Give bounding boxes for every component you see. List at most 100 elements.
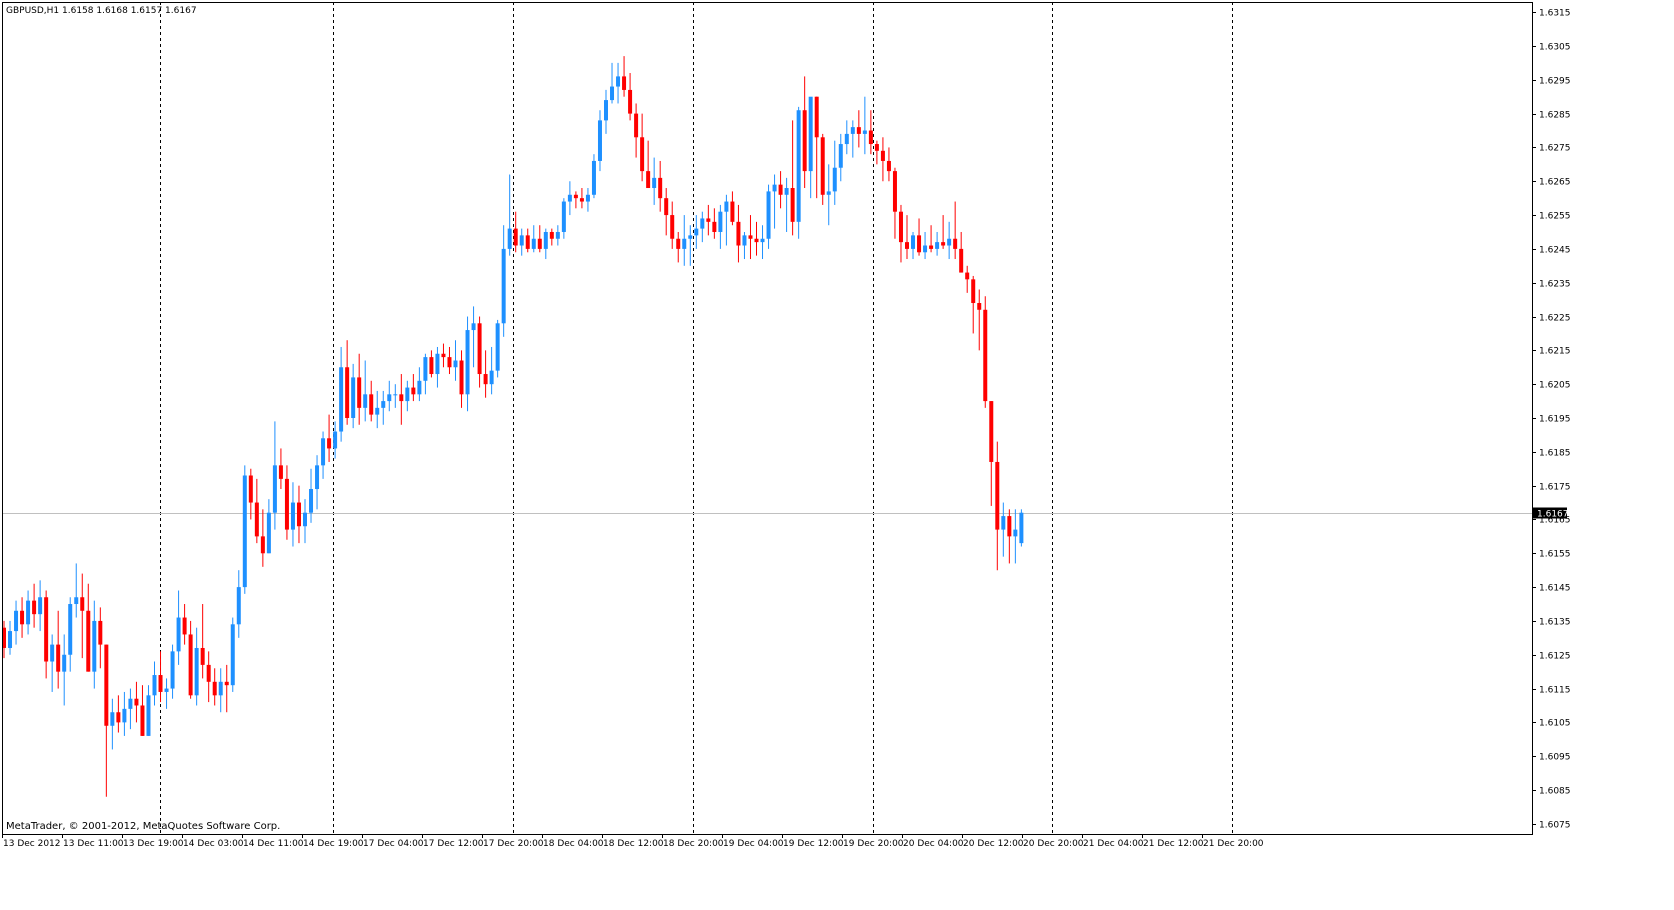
candle-body [266, 512, 271, 554]
candle-body [513, 228, 518, 246]
candle [579, 188, 584, 209]
candle-body [622, 76, 627, 90]
time-tick-label: 14 Dec 11:00 [243, 839, 304, 849]
candle [676, 231, 681, 263]
candle [646, 140, 651, 189]
candle [1001, 502, 1006, 557]
candle-body [591, 160, 596, 195]
candle-body [212, 681, 217, 696]
time-tick-label: 17 Dec 20:00 [483, 839, 544, 849]
ohlc-label: 1.6158 1.6168 1.6157 1.6167 [62, 6, 197, 16]
candle-body [856, 127, 861, 134]
candle [194, 627, 199, 706]
candle [369, 380, 374, 422]
candle-body [898, 211, 903, 243]
candle [688, 225, 693, 266]
candle [224, 664, 229, 713]
candle [122, 691, 127, 736]
candle [622, 56, 627, 97]
candle-body [200, 647, 205, 665]
time-tick-label: 14 Dec 03:00 [183, 839, 244, 849]
candle-body [742, 235, 747, 246]
candle-body [874, 144, 879, 151]
candle-body [790, 188, 795, 222]
candle [995, 441, 1000, 571]
candle-body [20, 610, 25, 625]
candle [453, 340, 458, 381]
candle [736, 204, 741, 263]
candle [682, 215, 687, 266]
candle-body [489, 370, 494, 385]
time-tick-label: 20 Dec 12:00 [963, 839, 1024, 849]
candle [339, 346, 344, 442]
candle [929, 225, 934, 253]
candle-body [134, 698, 139, 706]
candle [874, 140, 879, 165]
candle-body [290, 502, 295, 530]
price-tick-label: 1.6115 [1539, 686, 1571, 696]
candle-body [170, 651, 175, 689]
price-tick-label: 1.6245 [1539, 246, 1571, 256]
candle-body [983, 309, 988, 402]
candle-body [471, 323, 476, 331]
candle-body [935, 242, 940, 249]
time-tick-label: 14 Dec 19:00 [303, 839, 364, 849]
candle [351, 363, 356, 429]
candle-body [760, 238, 765, 243]
candle-body [995, 461, 1000, 530]
candle [718, 204, 723, 249]
candle [567, 181, 572, 216]
candle-body [1013, 529, 1018, 537]
candle-body [188, 634, 193, 696]
candle [8, 620, 13, 655]
candle-body [296, 502, 301, 527]
candle-body [315, 465, 320, 490]
candle [20, 597, 25, 638]
candle [947, 221, 952, 260]
candle-body [62, 654, 67, 672]
candle [917, 218, 922, 256]
candle-body [80, 597, 85, 611]
candle [898, 204, 903, 263]
candle [290, 482, 295, 547]
candle-body [929, 245, 934, 249]
candle [886, 147, 891, 182]
time-tick-label: 18 Dec 20:00 [663, 839, 724, 849]
price-tick-label: 1.6155 [1539, 550, 1571, 560]
candle-body [254, 502, 259, 537]
candle-body [892, 171, 897, 212]
candle [495, 319, 500, 378]
candle [321, 431, 326, 479]
candle-body [375, 407, 380, 415]
price-tick-label: 1.6235 [1539, 280, 1571, 290]
time-tick-label: 21 Dec 04:00 [1083, 839, 1144, 849]
candle [742, 231, 747, 260]
time-tick-label: 17 Dec 12:00 [423, 839, 484, 849]
candle-body [579, 198, 584, 202]
candle-body [766, 191, 771, 239]
candle [375, 390, 380, 429]
candle-body [321, 438, 326, 466]
candle-body [429, 357, 434, 375]
price-tick-label: 1.6105 [1539, 719, 1571, 729]
candle-body [585, 194, 590, 202]
price-tick-label: 1.6285 [1539, 111, 1571, 121]
candle [935, 231, 940, 256]
candle [983, 296, 988, 408]
candle [2, 620, 6, 659]
candle [80, 573, 85, 659]
price-tick-label: 1.6175 [1539, 483, 1571, 493]
candle [519, 228, 524, 256]
candle-body [911, 235, 916, 249]
candle [441, 343, 446, 368]
candle-body [730, 201, 735, 222]
candle-body [206, 664, 211, 682]
candle [844, 120, 849, 155]
candle-body [561, 201, 566, 232]
candle [200, 604, 205, 679]
candle [242, 465, 247, 594]
candle-body [224, 681, 229, 686]
candle [531, 225, 536, 253]
